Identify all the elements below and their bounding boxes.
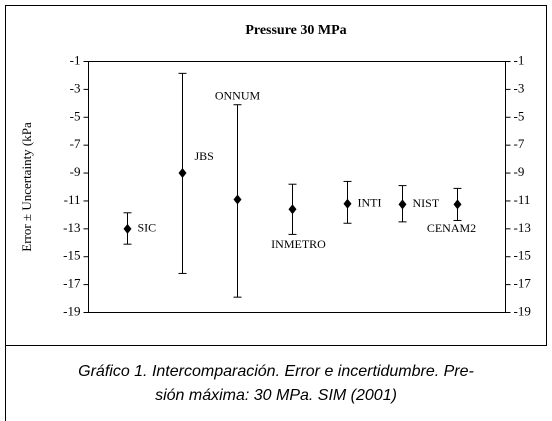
point-label: JBS [195,149,214,163]
y2-tick-label: -9 [514,164,525,179]
y2-tick-label: -15 [514,248,531,263]
y2-tick-label: -17 [514,276,532,291]
marker [288,204,297,215]
point-label: SIC [138,221,157,235]
caption: Gráfico 1. Intercomparación. Error e inc… [78,363,474,380]
point-label: INTI [358,195,382,209]
chart-title: Pressure 30 MPa [245,23,346,38]
marker [233,194,242,205]
plot-area [88,61,506,313]
frame [5,5,547,346]
point-label: INMETRO [271,237,326,251]
y-tick-label: -7 [70,136,81,151]
y2-tick-label: -5 [514,108,525,123]
caption: sión máxima: 30 MPa. SIM (2001) [155,387,397,404]
y-tick-label: -11 [64,192,81,207]
y-tick-label: -9 [70,164,81,179]
marker [178,168,187,179]
point-label: ONNUM [215,88,261,102]
point-label: NIST [413,196,440,210]
point-label: CENAM2 [427,221,476,235]
y-axis-label: Error ± Uncertainty (kPa [19,122,34,252]
y2-tick-label: -13 [514,220,531,235]
y-tick-label: -1 [70,52,81,67]
y-tick-label: -17 [63,276,81,291]
marker [343,198,352,209]
y-tick-label: -19 [63,303,80,318]
y2-tick-label: -11 [514,192,531,207]
y-tick-label: -13 [63,220,80,235]
y2-tick-label: -19 [514,303,531,318]
y-tick-label: -5 [70,108,81,123]
y-tick-label: -15 [63,248,80,263]
y2-tick-label: -3 [514,80,525,95]
marker [453,199,462,210]
y2-tick-label: -1 [514,52,525,67]
marker [123,223,132,234]
marker [398,199,407,210]
y2-tick-label: -7 [514,136,525,151]
y-tick-label: -3 [70,80,81,95]
